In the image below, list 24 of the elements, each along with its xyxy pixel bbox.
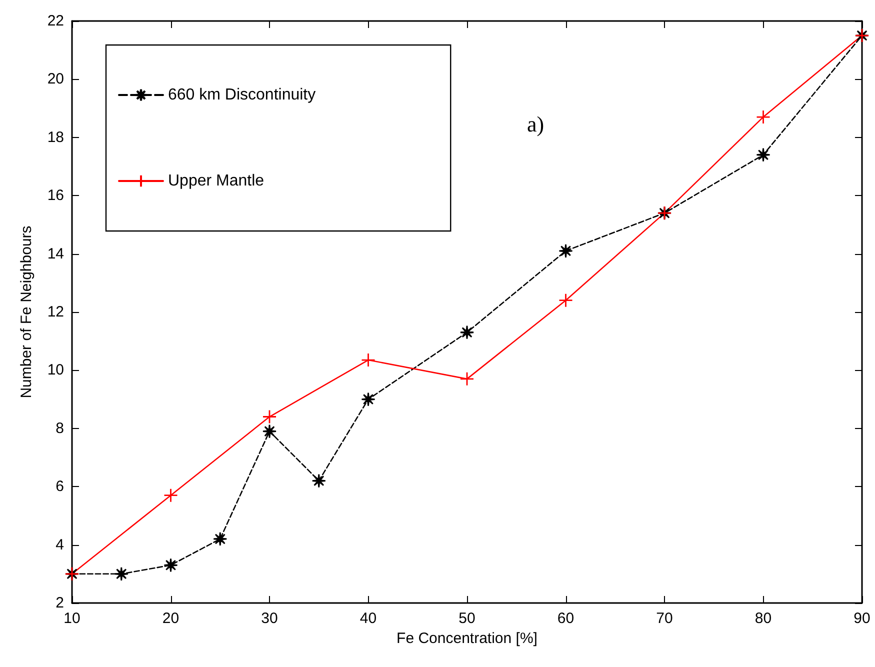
- x-axis-title: Fe Concentration [%]: [396, 630, 538, 647]
- y-axis-title: Number of Fe Neighbours: [18, 226, 35, 398]
- y-tick-label: 4: [56, 536, 64, 554]
- y-tick-label: 2: [56, 594, 64, 612]
- annotation: a): [527, 112, 544, 136]
- x-tick-label: 70: [656, 610, 673, 627]
- y-tick-label: 18: [47, 128, 64, 146]
- x-tick-label: 40: [360, 610, 377, 627]
- legend-label: Upper Mantle: [168, 172, 264, 190]
- y-tick-label: 20: [47, 70, 64, 88]
- y-tick-label: 14: [47, 245, 64, 262]
- y-tick-label: 8: [56, 420, 64, 437]
- legend-label: 660 km Discontinuity: [168, 86, 316, 104]
- x-tick-label: 80: [754, 610, 772, 627]
- y-tick-label: 6: [56, 478, 64, 496]
- x-tick-label: 20: [162, 610, 180, 627]
- y-tick-label: 16: [47, 187, 64, 204]
- x-tick-label: 60: [557, 610, 574, 627]
- y-tick-label: 12: [47, 304, 64, 320]
- x-tick-label: 30: [261, 610, 278, 627]
- x-tick-label: 90: [854, 610, 870, 627]
- y-tick-label: 10: [47, 362, 64, 379]
- y-tick-label: 22: [47, 12, 64, 30]
- x-tick-label: 50: [458, 610, 476, 627]
